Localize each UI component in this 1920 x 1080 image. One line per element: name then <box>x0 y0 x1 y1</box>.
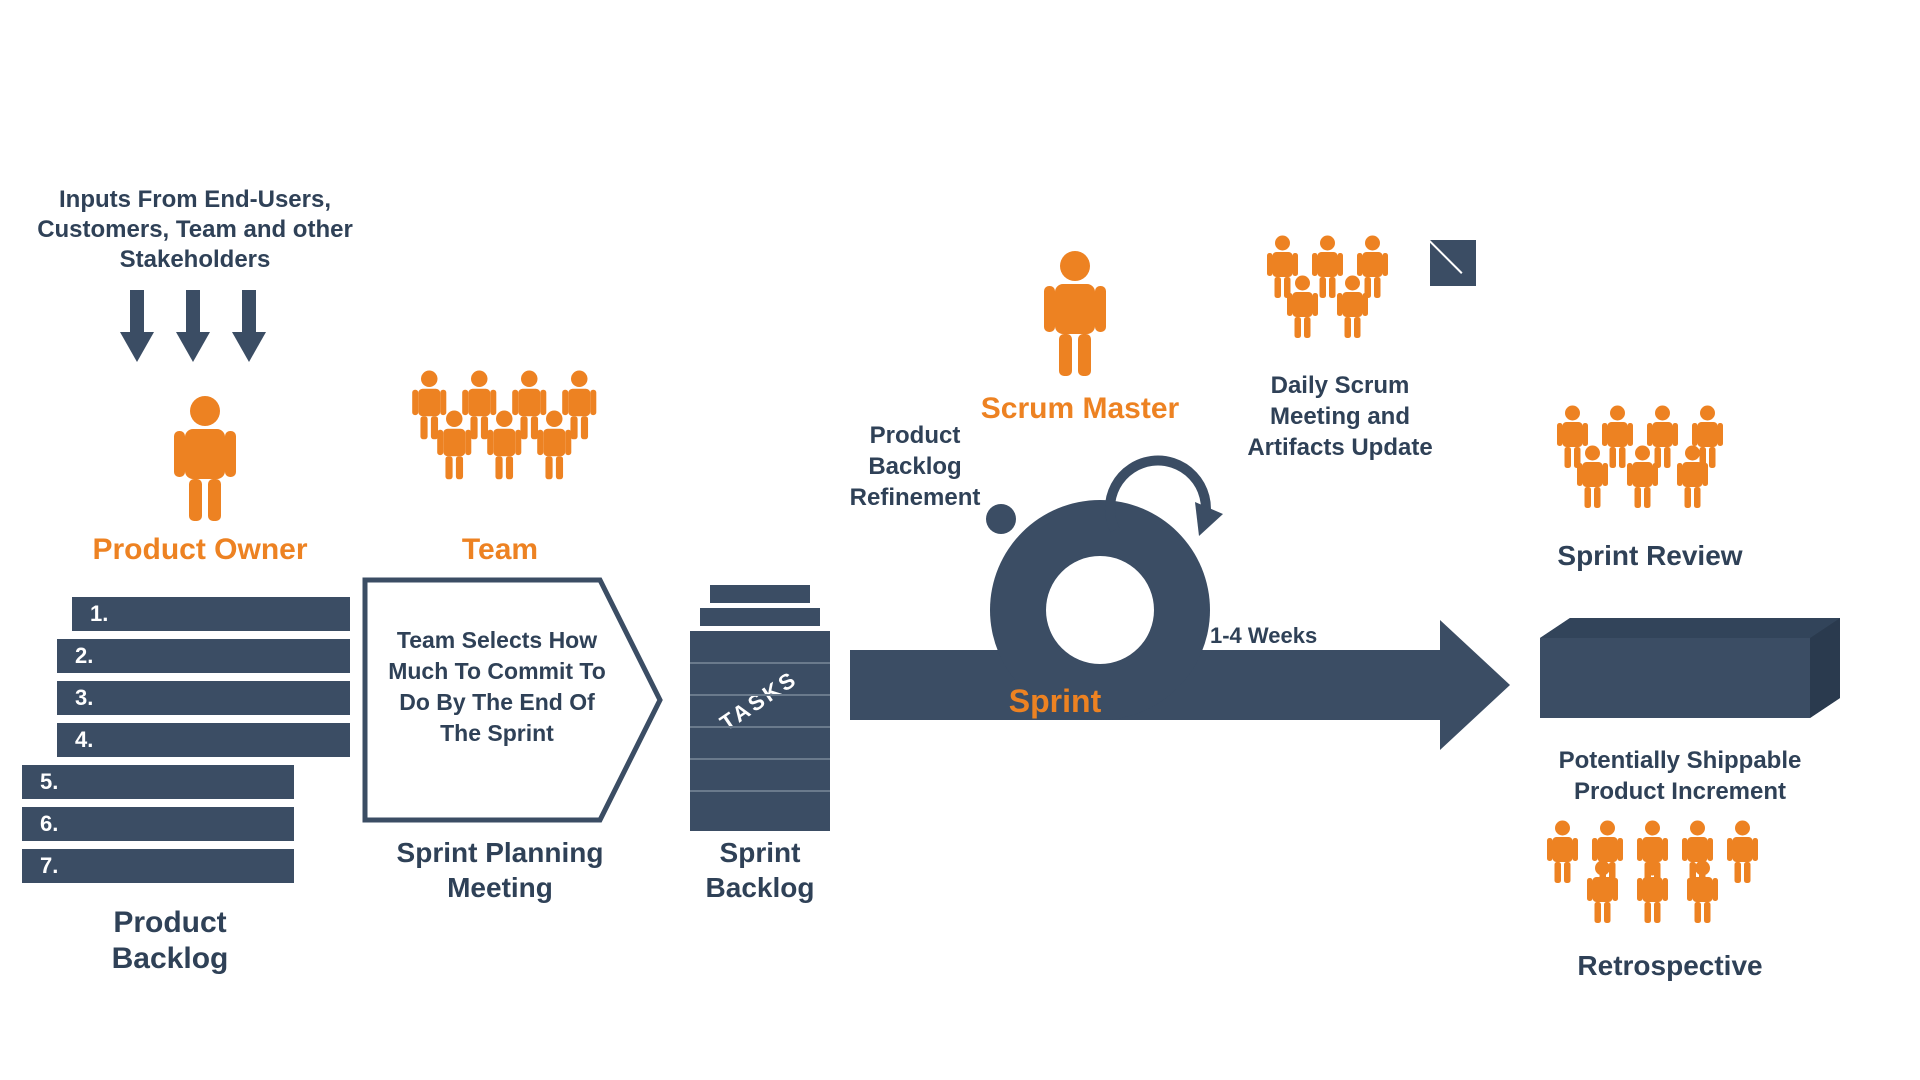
sprint-backlog-layer <box>700 608 820 626</box>
retro-group-icon <box>1530 820 1790 940</box>
backlog-item: 5. <box>22 765 294 799</box>
inputs-text: Inputs From End-Users, Customers, Team a… <box>30 185 360 275</box>
sprint-backlog-divider <box>690 662 830 664</box>
daily-scrum-label: Daily Scrum Meeting and Artifacts Update <box>1225 370 1455 464</box>
team-group-icon <box>390 370 630 500</box>
product-backlog-label: Product Backlog <box>60 905 280 977</box>
backlog-item: 4. <box>57 723 350 757</box>
increment-box-icon <box>1540 618 1840 738</box>
sprint-arrow-head <box>1440 620 1510 750</box>
small-square-icon <box>1430 240 1476 286</box>
sprint-ring-hole <box>1046 556 1154 664</box>
backlog-item: 7. <box>22 849 294 883</box>
sprint-backlog-divider <box>690 694 830 696</box>
daily-scrum-group-icon <box>1240 235 1440 355</box>
scrum-master-label: Scrum Master <box>950 392 1210 426</box>
team-label: Team <box>400 533 600 567</box>
sprint-duration: 1-4 Weeks <box>1210 623 1360 649</box>
sprint-backlog-divider <box>690 758 830 760</box>
retrospective-label: Retrospective <box>1540 950 1800 982</box>
sprint-backlog-divider <box>690 790 830 792</box>
backlog-item: 1. <box>72 597 350 631</box>
scrum-diagram: Inputs From End-Users, Customers, Team a… <box>0 0 1920 1080</box>
person-icon <box>170 395 240 525</box>
refinement-label: Product Backlog Refinement <box>820 420 1010 514</box>
product-owner-label: Product Owner <box>60 533 340 567</box>
increment-label: Potentially Shippable Product Increment <box>1515 745 1845 807</box>
down-arrows-icon <box>120 290 280 370</box>
review-group-icon <box>1540 405 1780 525</box>
planning-label: Sprint Planning Meeting <box>360 835 640 905</box>
loop-arrow-icon <box>1095 440 1235 550</box>
backlog-item: 6. <box>22 807 294 841</box>
planning-box-text: Team Selects How Much To Commit To Do By… <box>382 625 612 749</box>
sprint-backlog-label: Sprint Backlog <box>680 835 840 905</box>
sprint-word: Sprint <box>980 683 1130 720</box>
sprint-backlog-divider <box>690 726 830 728</box>
person-icon <box>1040 250 1110 380</box>
backlog-item: 2. <box>57 639 350 673</box>
sprint-review-label: Sprint Review <box>1530 540 1770 572</box>
backlog-item: 3. <box>57 681 350 715</box>
sprint-backlog-layer <box>710 585 810 603</box>
